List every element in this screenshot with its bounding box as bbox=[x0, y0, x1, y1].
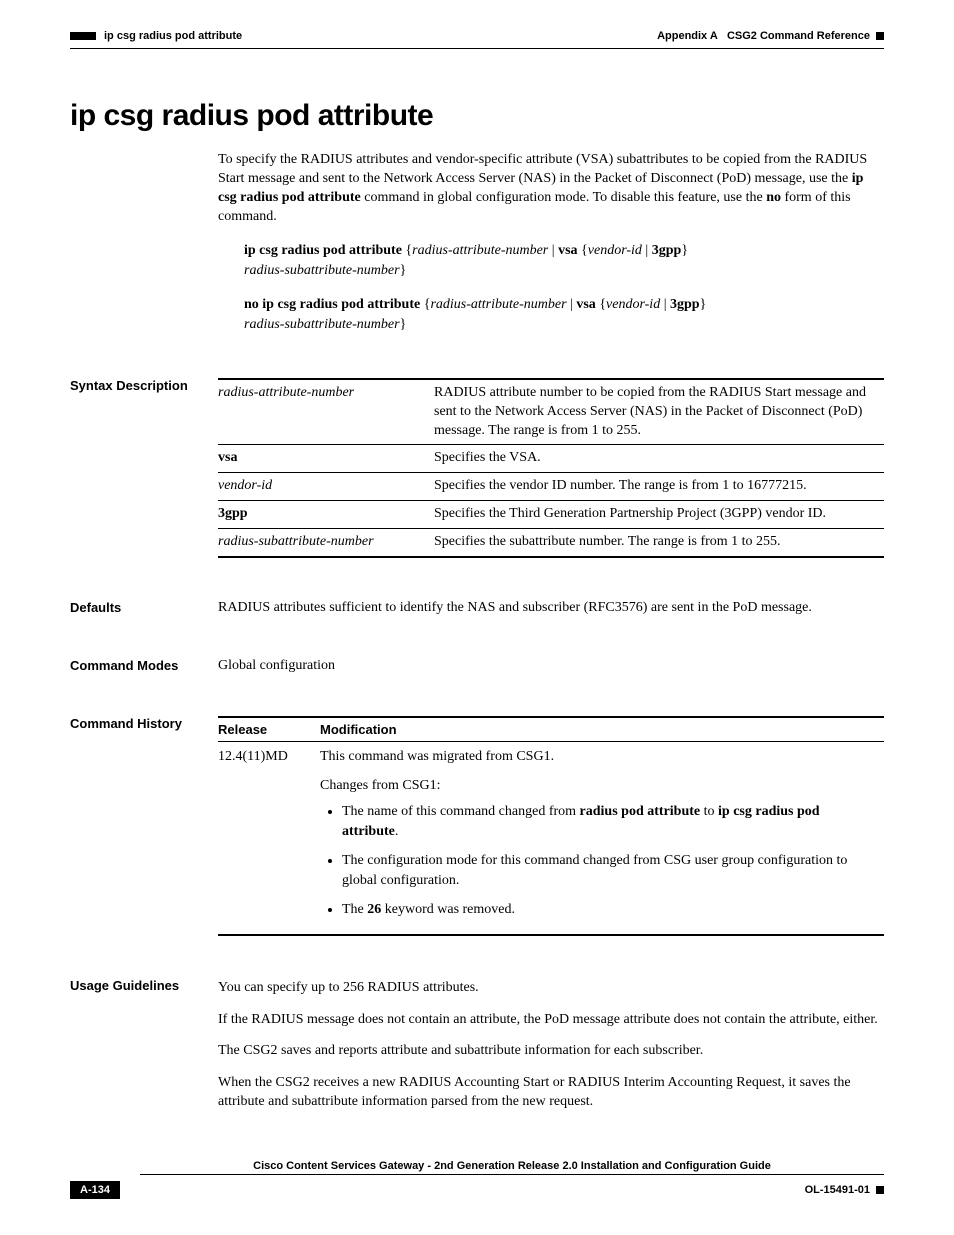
command-modes-label: Command Modes bbox=[70, 658, 218, 673]
syntax-param: 3gpp bbox=[218, 501, 434, 529]
syntax-desc: Specifies the Third Generation Partnersh… bbox=[434, 501, 884, 529]
intro-paragraph: To specify the RADIUS attributes and ven… bbox=[218, 151, 884, 227]
usage-paragraph: If the RADIUS message does not contain a… bbox=[218, 1010, 884, 1030]
history-release: 12.4(11)MD bbox=[218, 741, 320, 934]
history-change-item: The 26 keyword was removed. bbox=[342, 900, 878, 920]
syntax-row: vsaSpecifies the VSA. bbox=[218, 445, 884, 473]
running-header: ip csg radius pod attribute Appendix A C… bbox=[70, 30, 884, 42]
syntax-param: vsa bbox=[218, 445, 434, 473]
command-history-label: Command History bbox=[70, 716, 218, 731]
history-change-item: The name of this command changed from ra… bbox=[342, 802, 878, 841]
history-col-modification: Modification bbox=[320, 717, 884, 742]
command-history-section: Command History Release Modification 12.… bbox=[70, 716, 884, 936]
command-modes-text: Global configuration bbox=[218, 658, 884, 674]
syntax-param: radius-attribute-number bbox=[218, 379, 434, 445]
syntax-description-section: Syntax Description radius-attribute-numb… bbox=[70, 378, 884, 558]
usage-paragraph: When the CSG2 receives a new RADIUS Acco… bbox=[218, 1073, 884, 1112]
history-col-release: Release bbox=[218, 717, 320, 742]
usage-guidelines-section: Usage Guidelines You can specify up to 2… bbox=[70, 978, 884, 1124]
command-history-table: Release Modification 12.4(11)MD This com… bbox=[218, 716, 884, 936]
command-syntax-positive: ip csg radius pod attribute {radius-attr… bbox=[244, 241, 884, 282]
command-modes-section: Command Modes Global configuration bbox=[70, 658, 884, 674]
syntax-param: radius-subattribute-number bbox=[218, 529, 434, 557]
syntax-row: 3gppSpecifies the Third Generation Partn… bbox=[218, 501, 884, 529]
command-syntax-negative: no ip csg radius pod attribute {radius-a… bbox=[244, 295, 884, 336]
usage-paragraph: You can specify up to 256 RADIUS attribu… bbox=[218, 978, 884, 998]
header-marker-left bbox=[70, 32, 96, 40]
syntax-desc: Specifies the VSA. bbox=[434, 445, 884, 473]
header-chapter: CSG2 Command Reference bbox=[727, 30, 870, 42]
syntax-description-table: radius-attribute-numberRADIUS attribute … bbox=[218, 378, 884, 558]
history-modification: This command was migrated from CSG1. Cha… bbox=[320, 741, 884, 934]
syntax-desc: Specifies the subattribute number. The r… bbox=[434, 529, 884, 557]
page-footer: Cisco Content Services Gateway - 2nd Gen… bbox=[70, 1160, 884, 1199]
syntax-description-label: Syntax Description bbox=[70, 378, 218, 393]
syntax-param: vendor-id bbox=[218, 473, 434, 501]
syntax-row: vendor-idSpecifies the vendor ID number.… bbox=[218, 473, 884, 501]
usage-paragraph: The CSG2 saves and reports attribute and… bbox=[218, 1041, 884, 1061]
syntax-desc: Specifies the vendor ID number. The rang… bbox=[434, 473, 884, 501]
page-title: ip csg radius pod attribute bbox=[70, 99, 884, 133]
footer-marker bbox=[876, 1186, 884, 1194]
defaults-section: Defaults RADIUS attributes sufficient to… bbox=[70, 600, 884, 616]
doc-id: OL-15491-01 bbox=[805, 1184, 870, 1196]
header-marker-right bbox=[876, 32, 884, 40]
usage-guidelines-label: Usage Guidelines bbox=[70, 978, 218, 993]
intro-block: To specify the RADIUS attributes and ven… bbox=[218, 151, 884, 336]
header-left-text: ip csg radius pod attribute bbox=[104, 30, 242, 42]
page: ip csg radius pod attribute Appendix A C… bbox=[0, 0, 954, 1219]
history-change-item: The configuration mode for this command … bbox=[342, 851, 878, 890]
defaults-label: Defaults bbox=[70, 600, 218, 615]
syntax-row: radius-attribute-numberRADIUS attribute … bbox=[218, 379, 884, 445]
header-appendix: Appendix A bbox=[657, 30, 718, 42]
defaults-text: RADIUS attributes sufficient to identify… bbox=[218, 600, 884, 616]
page-number: A-134 bbox=[70, 1181, 120, 1199]
footer-guide-title: Cisco Content Services Gateway - 2nd Gen… bbox=[140, 1160, 884, 1175]
syntax-row: radius-subattribute-numberSpecifies the … bbox=[218, 529, 884, 557]
header-rule bbox=[70, 48, 884, 49]
syntax-desc: RADIUS attribute number to be copied fro… bbox=[434, 379, 884, 445]
